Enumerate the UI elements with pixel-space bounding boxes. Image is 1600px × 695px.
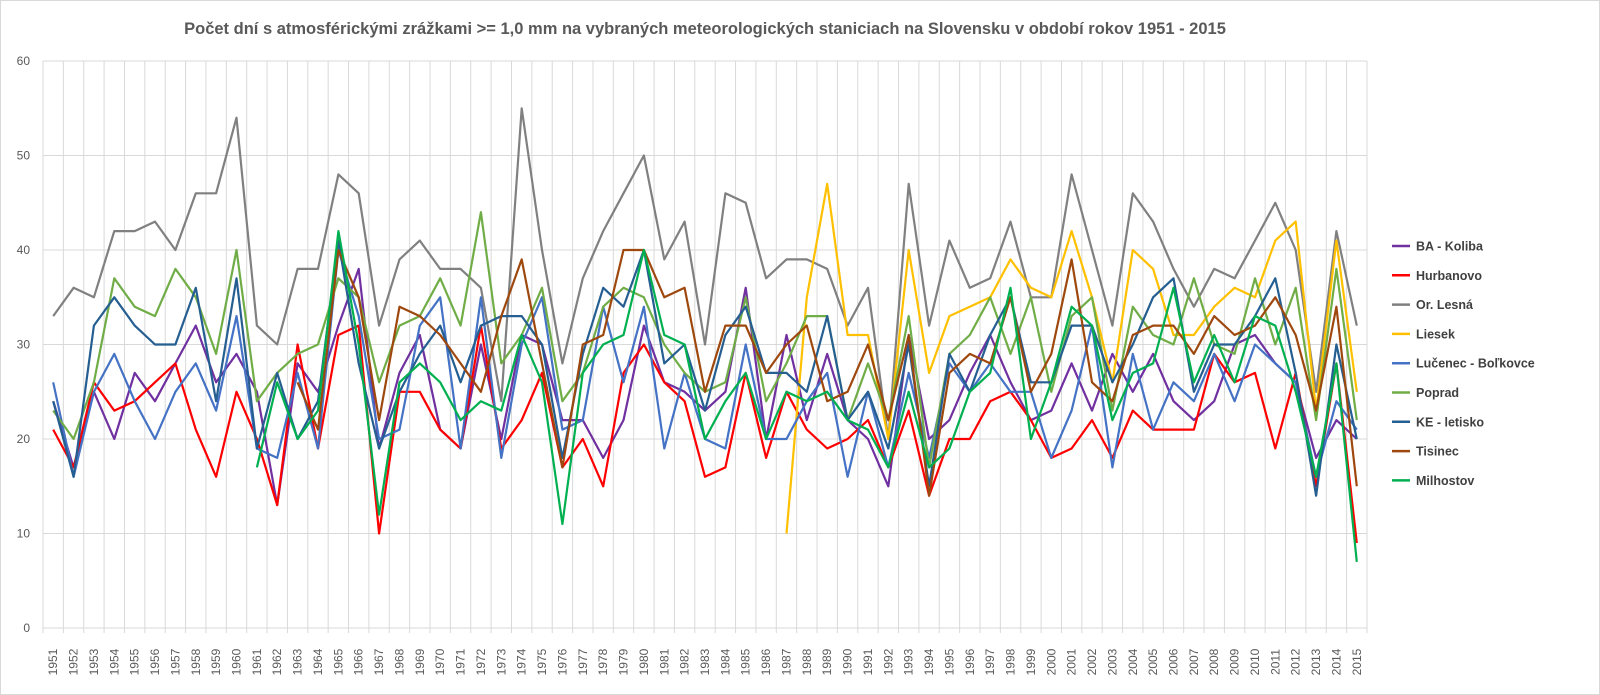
x-tick-label: 1986 xyxy=(759,648,773,675)
x-tick-label: 2000 xyxy=(1044,648,1058,675)
x-tick-label: 2015 xyxy=(1350,648,1364,675)
x-tick-label: 1994 xyxy=(922,648,936,675)
x-tick-label: 1980 xyxy=(637,648,651,675)
x-tick-label: 1955 xyxy=(128,648,142,675)
x-tick-label: 1964 xyxy=(311,648,325,675)
x-tick-label: 2002 xyxy=(1085,648,1099,675)
legend-label: Or. Lesná xyxy=(1416,298,1473,312)
x-tick-label: 1988 xyxy=(800,648,814,675)
series-line-or-lesn- xyxy=(52,107,1358,441)
x-tick-label: 1973 xyxy=(494,648,508,675)
x-tick-label: 2003 xyxy=(1105,648,1119,675)
legend-label: Liesek xyxy=(1416,327,1455,341)
x-tick-label: 1958 xyxy=(189,648,203,675)
x-tick-label: 2012 xyxy=(1289,648,1303,675)
x-tick-label: 1972 xyxy=(474,648,488,675)
x-tick-label: 1953 xyxy=(87,648,101,675)
x-tick-label: 1987 xyxy=(779,648,793,675)
series-line-milhostov xyxy=(255,230,1358,563)
legend-label: BA - Koliba xyxy=(1416,240,1484,254)
series-line-lu-enec-bo-kovce xyxy=(52,248,1358,478)
x-tick-label: 1963 xyxy=(291,648,305,675)
legend-label: Tisinec xyxy=(1416,445,1459,459)
x-tick-label: 1978 xyxy=(596,648,610,675)
x-tick-label: 1991 xyxy=(861,648,875,675)
y-tick-label: 60 xyxy=(17,54,31,68)
x-tick-label: 2013 xyxy=(1309,648,1323,675)
x-tick-label: 1974 xyxy=(515,648,529,675)
legend-label: Lučenec - Boľkovce xyxy=(1416,357,1535,371)
x-tick-label: 2006 xyxy=(1166,648,1180,675)
y-tick-label: 10 xyxy=(17,527,31,541)
y-tick-label: 50 xyxy=(17,149,31,163)
x-tick-label: 1999 xyxy=(1024,648,1038,675)
x-tick-label: 1977 xyxy=(576,648,590,675)
x-tick-label: 2001 xyxy=(1065,648,1079,675)
series-line-tisinec xyxy=(296,248,1358,497)
x-tick-label: 1990 xyxy=(841,648,855,675)
legend-label: Poprad xyxy=(1416,386,1459,400)
x-tick-label: 1962 xyxy=(270,648,284,675)
x-tick-label: 1981 xyxy=(657,648,671,675)
x-tick-label: 1993 xyxy=(902,648,916,675)
x-tick-label: 1984 xyxy=(718,648,732,675)
series-line-ke-letisko xyxy=(52,239,1358,497)
legend-label: Milhostov xyxy=(1416,474,1474,488)
y-tick-label: 20 xyxy=(17,432,31,446)
x-tick-label: 1967 xyxy=(372,648,386,675)
x-tick-label: 2010 xyxy=(1248,648,1262,675)
x-tick-label: 2011 xyxy=(1268,649,1282,675)
x-tick-label: 1952 xyxy=(67,648,81,675)
legend-label: KE - letisko xyxy=(1416,415,1484,429)
x-tick-label: 1969 xyxy=(413,648,427,675)
x-tick-label: 2007 xyxy=(1187,648,1201,675)
x-tick-label: 2014 xyxy=(1329,648,1343,675)
x-tick-label: 1992 xyxy=(881,648,895,675)
x-tick-label: 1960 xyxy=(230,648,244,675)
x-tick-label: 1968 xyxy=(392,648,406,675)
x-tick-label: 1965 xyxy=(331,648,345,675)
x-tick-label: 2004 xyxy=(1126,648,1140,675)
y-tick-label: 40 xyxy=(17,243,31,257)
x-tick-label: 1961 xyxy=(250,648,264,675)
x-tick-label: 1970 xyxy=(433,648,447,675)
x-tick-label: 1956 xyxy=(148,648,162,675)
x-tick-label: 2009 xyxy=(1228,648,1242,675)
x-tick-label: 1996 xyxy=(963,648,977,675)
x-tick-label: 1971 xyxy=(454,648,468,675)
y-tick-label: 0 xyxy=(23,621,30,635)
series-line-hurbanovo xyxy=(52,324,1358,544)
legend-label: Hurbanovo xyxy=(1416,269,1482,283)
chart-title: Počet dní s atmosférickými zrážkami >= 1… xyxy=(184,20,1226,38)
x-tick-label: 1959 xyxy=(209,648,223,675)
x-tick-label: 1966 xyxy=(352,648,366,675)
x-tick-label: 1957 xyxy=(168,648,182,675)
x-tick-label: 1975 xyxy=(535,648,549,675)
x-tick-label: 1954 xyxy=(107,648,121,675)
x-tick-label: 2008 xyxy=(1207,648,1221,675)
x-tick-label: 1976 xyxy=(555,648,569,675)
x-tick-label: 1995 xyxy=(942,648,956,675)
x-tick-label: 2005 xyxy=(1146,648,1160,675)
x-tick-label: 1997 xyxy=(983,648,997,675)
x-tick-label: 1989 xyxy=(820,648,834,675)
x-tick-label: 1979 xyxy=(617,648,631,675)
x-tick-label: 1983 xyxy=(698,648,712,675)
x-tick-label: 1998 xyxy=(1004,648,1018,675)
x-tick-label: 1985 xyxy=(739,648,753,675)
x-tick-label: 1951 xyxy=(46,648,60,675)
x-tick-label: 1982 xyxy=(678,648,692,675)
y-tick-label: 30 xyxy=(17,338,31,352)
